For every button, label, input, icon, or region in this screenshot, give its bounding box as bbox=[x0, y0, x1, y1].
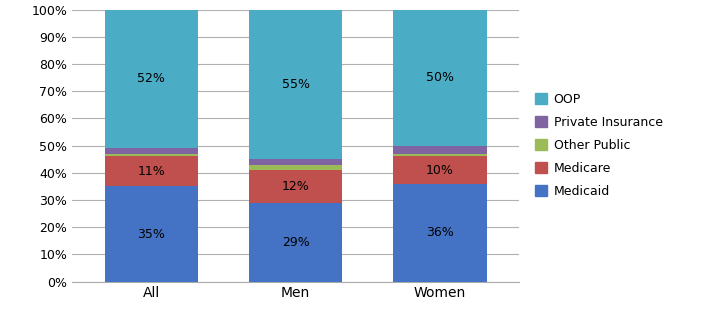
Bar bbox=[249, 164, 342, 170]
Bar bbox=[393, 146, 487, 154]
Text: 11%: 11% bbox=[138, 165, 165, 178]
Text: 50%: 50% bbox=[426, 71, 454, 84]
Bar bbox=[393, 10, 487, 146]
Text: 55%: 55% bbox=[282, 78, 309, 91]
Bar bbox=[249, 10, 342, 159]
Bar bbox=[249, 159, 342, 164]
Bar bbox=[105, 148, 198, 154]
Text: 10%: 10% bbox=[426, 164, 454, 177]
Text: 29%: 29% bbox=[282, 236, 309, 249]
Bar bbox=[105, 156, 198, 186]
Bar bbox=[105, 10, 198, 148]
Text: 36%: 36% bbox=[426, 226, 454, 239]
Text: 35%: 35% bbox=[138, 228, 165, 241]
Bar bbox=[393, 156, 487, 184]
Bar bbox=[105, 186, 198, 282]
Bar bbox=[393, 154, 487, 156]
Bar bbox=[249, 203, 342, 282]
Bar bbox=[249, 170, 342, 203]
Bar bbox=[393, 184, 487, 282]
Legend: OOP, Private Insurance, Other Public, Medicare, Medicaid: OOP, Private Insurance, Other Public, Me… bbox=[530, 88, 668, 203]
Bar bbox=[105, 154, 198, 156]
Text: 52%: 52% bbox=[138, 72, 165, 85]
Text: 12%: 12% bbox=[282, 180, 309, 193]
